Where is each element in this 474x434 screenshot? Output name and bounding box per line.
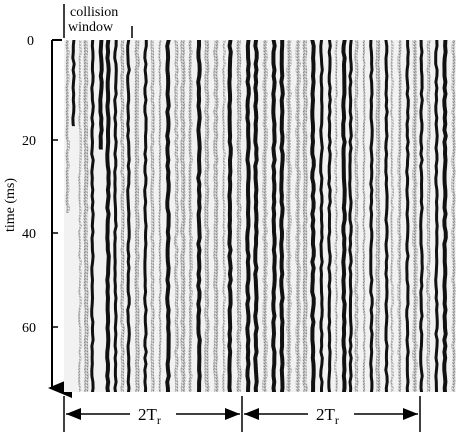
y-tick-40: 40 [22, 227, 36, 242]
grey-streak [204, 40, 210, 392]
dark-streak [369, 40, 374, 392]
grey-streak [412, 40, 418, 392]
dark-streak [319, 40, 324, 392]
span-right-label: 2Tr [316, 405, 339, 427]
dark-streak [348, 40, 353, 392]
y-tick-60: 60 [22, 321, 36, 336]
grey-streak [451, 40, 456, 392]
dark-streak [143, 40, 148, 392]
grey-streak [120, 40, 125, 392]
dark-streak [279, 40, 285, 392]
grey-streak [375, 40, 381, 392]
dark-streak [98, 40, 104, 150]
dark-streak [126, 40, 131, 392]
dark-streak [405, 40, 410, 392]
grey-streak [65, 40, 70, 213]
grey-streak [78, 40, 82, 392]
dark-streak [113, 40, 118, 392]
dark-streak [90, 40, 95, 392]
collision-label: collision [70, 5, 118, 20]
grey-streak [362, 40, 366, 392]
grey-streak [213, 40, 219, 392]
grey-streak [397, 40, 402, 392]
grey-streak [174, 40, 179, 392]
y-tick-0: 0 [27, 34, 34, 49]
window-label: window [68, 20, 114, 35]
grey-streak [180, 40, 186, 392]
dark-streak [310, 40, 316, 392]
dark-streak [434, 40, 439, 392]
dark-streak [327, 40, 332, 392]
dark-streak [196, 40, 202, 392]
dark-streak [245, 40, 251, 392]
dark-streak [253, 40, 259, 392]
dark-streak [419, 40, 424, 392]
grey-streak [188, 40, 193, 392]
dark-streak [341, 40, 347, 392]
y-tick-20: 20 [22, 134, 36, 149]
dark-streak [271, 40, 277, 392]
dark-streak [165, 40, 171, 392]
dark-streak [71, 40, 76, 127]
grey-streak [158, 40, 162, 392]
period-spans: 2Tr 2Tr [63, 396, 421, 432]
collision-window-bracket: collision window [63, 4, 133, 38]
grey-streak [236, 40, 242, 392]
grey-streak [390, 40, 394, 392]
dark-streak [105, 40, 111, 392]
y-axis: 0 20 40 60 time (ms) [3, 34, 72, 398]
span-left-label: 2Tr [138, 405, 161, 427]
grey-streak [222, 40, 226, 392]
grey-streak [83, 40, 89, 392]
grey-streak [354, 40, 359, 392]
grey-streak [262, 40, 268, 392]
grey-streak [302, 40, 308, 392]
grey-streak [334, 40, 338, 392]
grey-streak [426, 40, 431, 392]
dark-streak [227, 40, 233, 392]
y-axis-label: time (ms) [3, 178, 18, 232]
dark-streak [442, 40, 448, 392]
streak-image [64, 40, 456, 392]
grey-streak [295, 40, 301, 392]
grey-streak [134, 40, 140, 392]
grey-streak [150, 40, 155, 392]
dark-streak [384, 40, 389, 392]
grey-streak [286, 40, 292, 392]
